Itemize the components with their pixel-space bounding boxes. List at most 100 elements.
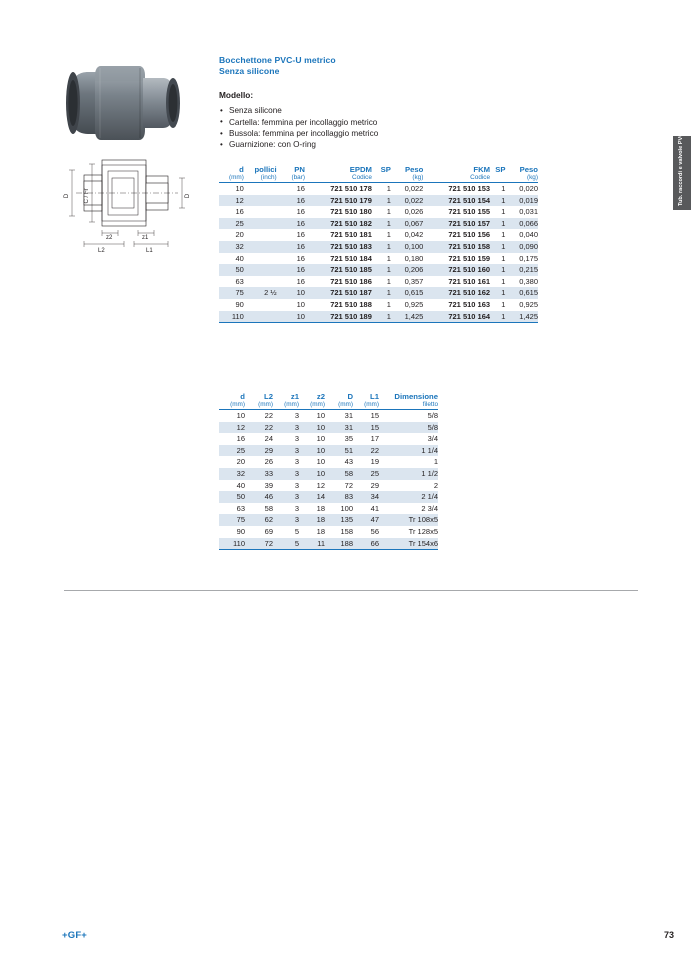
table-cell: 3 (294, 411, 299, 420)
table-cell: 0,026 (404, 207, 424, 217)
table-cell: 47 (353, 514, 379, 526)
table-cell: 721 510 179 (304, 194, 372, 207)
product-title: Bocchettone PVC-U metrico Senza silicone (219, 55, 639, 77)
table-cell: 1 (490, 310, 506, 324)
table-cell: 721 510 186 (330, 276, 372, 286)
table-cell: 1 (501, 253, 506, 263)
table-cell: 0,180 (404, 253, 424, 263)
table-cell: 10 (316, 457, 325, 467)
table-cell: Tr 128x5 (408, 526, 438, 536)
table-cell: 721 510 164 (423, 310, 491, 324)
table-cell: 29 (370, 480, 379, 490)
table-cell: 16 (276, 217, 305, 230)
table-row: 12 22 3 10 31 15 5/8 (219, 421, 438, 434)
table-cell: 10 (299, 421, 325, 434)
table-cell: 12 (316, 480, 325, 490)
table-row: 32 33 3 10 58 25 1 1/2 (219, 467, 438, 480)
th-d: d (240, 392, 245, 401)
th-z2: z2 (316, 392, 325, 401)
table-cell: 66 (353, 537, 379, 551)
table-cell: 0,042 (404, 230, 424, 240)
table-cell: 721 510 155 (448, 207, 491, 217)
table-cell: 3/4 (427, 434, 438, 444)
table-cell: 20 (235, 230, 244, 240)
table-cell: 16 (235, 207, 244, 217)
table-cell: 69 (264, 526, 273, 536)
table-cell: 0,925 (404, 299, 424, 309)
table-cell (243, 240, 277, 253)
table-cell: 721 510 156 (448, 230, 491, 240)
dimensions-table-body: 10 22 3 10 31 15 5/8 12 22 3 10 31 15 5/8 16 24 3 10 35 17 3… (219, 410, 438, 551)
table-row: 40 39 3 12 72 29 2 (219, 480, 438, 492)
table-cell: 63 (236, 503, 245, 513)
table-cell (244, 276, 277, 288)
table-cell: 0,215 (505, 264, 538, 276)
table-cell: 0,066 (505, 217, 538, 230)
table-cell: 1 (371, 240, 391, 253)
table-cell: 16 (296, 253, 305, 263)
table-cell: 100 (340, 503, 353, 513)
table-cell: 3 (294, 434, 299, 444)
section-tab: Tub. raccordi e valvole PVC-U metrico (673, 105, 691, 210)
table-cell: 721 510 160 (423, 264, 491, 276)
product-description: Bocchettone PVC-U metrico Senza silicone… (219, 55, 639, 151)
table-cell: 110 (219, 310, 244, 324)
table-cell: 16 (296, 230, 305, 240)
th-pollici: pollici (254, 165, 277, 174)
drawing-label-c-fr: C / Fr (84, 189, 90, 204)
drawing-label-l1: L1 (146, 248, 153, 254)
table-cell: 63 (235, 276, 244, 286)
th-d-cap-unit: (mm) (338, 401, 353, 408)
table-cell: 721 510 159 (448, 253, 491, 263)
table-cell: 0,022 (390, 194, 424, 207)
product-photo (55, 46, 200, 156)
table-cell: 19 (370, 457, 379, 467)
table-cell: 16 (276, 240, 305, 253)
th-l2-unit: (mm) (258, 401, 273, 408)
table-cell: 1 (371, 217, 391, 230)
table-cell: 3 (294, 480, 299, 490)
table-cell: 58 (264, 503, 273, 513)
table-cell: 0,022 (404, 184, 424, 193)
table-row: 75 2 ½ 10 721 510 187 1 0,615 721 510 162 1 0,61… (219, 287, 538, 299)
codes-table: d pollici PN EPDM SP Peso FKM SP Peso (m… (219, 165, 538, 324)
table-cell: 721 510 163 (448, 299, 491, 309)
table-cell: 2 ½ (243, 287, 277, 299)
table-cell: 5 (273, 537, 299, 551)
table-cell: 1,425 (505, 310, 538, 324)
table-cell: 16 (296, 276, 305, 286)
table-cell: 0,357 (404, 276, 424, 286)
table-cell: 110 (219, 537, 245, 551)
table-cell: 10 (276, 287, 305, 299)
th-z1-unit: (mm) (284, 401, 299, 408)
table-cell: 14 (299, 491, 325, 503)
table-cell: 0,615 (390, 287, 424, 299)
table-cell: 0,020 (519, 184, 538, 193)
table-cell: 0,067 (390, 217, 424, 230)
table-cell: 3 (273, 514, 299, 526)
table-cell: 2 (433, 480, 438, 490)
table-cell (244, 206, 277, 218)
table-cell: 0,615 (505, 287, 538, 299)
table-cell: 75 (219, 287, 244, 299)
th-sp-fkm-unit (490, 174, 505, 183)
table-cell: 10 (236, 411, 245, 420)
th-sp-epdm-unit (372, 174, 391, 183)
table-cell: 1,425 (390, 310, 424, 324)
table-cell: 721 510 158 (423, 240, 491, 253)
table-cell: 1 (371, 287, 391, 299)
table-cell: 1 (386, 299, 391, 309)
table-cell: 32 (219, 467, 245, 480)
table-cell: 31 (344, 411, 353, 420)
table-cell: 31 (325, 421, 353, 434)
th-d: d (239, 165, 244, 174)
drawing-label-z2: z2 (106, 235, 113, 241)
table-row: 10 22 3 10 31 15 5/8 (219, 410, 438, 422)
list-item: Cartella: femmina per incollaggio metric… (219, 116, 639, 128)
table-cell: 10 (276, 310, 305, 324)
table-header-row-primary: d pollici PN EPDM SP Peso FKM SP Peso (219, 165, 538, 174)
th-d-unit: (mm) (230, 401, 245, 408)
table-cell: 1 (386, 184, 391, 193)
table-header-row-primary: d L2 z1 z2 D L1 Dimensione (219, 392, 438, 401)
product-title-line1: Bocchettone PVC-U metrico (219, 55, 336, 65)
